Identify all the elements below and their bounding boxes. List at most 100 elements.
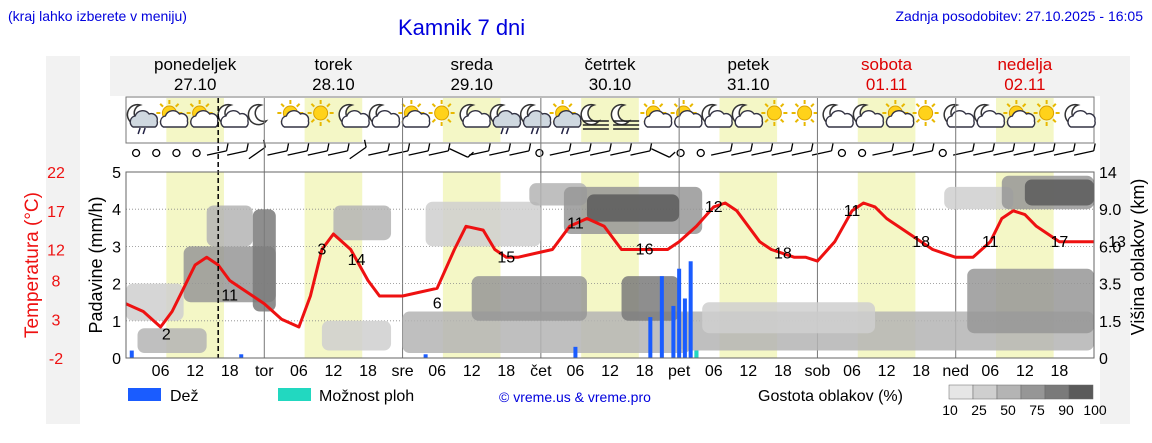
moon-cloud-icon: [217, 103, 249, 128]
day-date: 01.11: [866, 75, 907, 94]
temperature-label: 11: [982, 234, 999, 251]
cloud-band: [137, 328, 207, 354]
location-hint[interactable]: (kraj lahko izberete v meniju): [8, 8, 187, 24]
cloud-band: [321, 320, 392, 351]
right-frame: [1100, 56, 1130, 424]
moon-cloud-icon: [701, 103, 733, 128]
density-value: 10: [942, 402, 958, 418]
density-value: 100: [1083, 402, 1107, 418]
day-date: 27.10: [174, 75, 217, 94]
wind-barb-icon: [349, 139, 367, 160]
moon-fog-icon: [580, 103, 609, 130]
temperature-label: 11: [221, 288, 238, 305]
precip-bar: [659, 276, 664, 358]
precip-bar: [239, 354, 244, 358]
sun-icon: [1033, 100, 1060, 126]
hour-tick: 06: [567, 363, 585, 380]
hour-tick: 18: [221, 363, 239, 380]
hour-tick: 18: [497, 363, 515, 380]
sun-cloud-icon: [640, 100, 673, 128]
day-name: nedelja: [997, 55, 1052, 74]
calm-wind-icon: [172, 148, 181, 158]
cloud-band: [621, 276, 680, 321]
calm-wind-icon: [192, 148, 201, 158]
legend-rain-label: Dež: [170, 388, 198, 405]
density-value: 25: [971, 402, 987, 418]
density-swatch: [972, 384, 998, 400]
hour-tick: 06: [981, 363, 999, 380]
showers-bar: [694, 350, 699, 358]
left-frame: [46, 56, 80, 424]
hour-tick: 18: [1051, 363, 1069, 380]
temperature-tick: 3: [52, 312, 61, 329]
moon-icon: [247, 103, 269, 126]
calm-wind-icon: [857, 148, 867, 158]
hour-tick: 12: [878, 363, 896, 380]
cloud-band: [967, 268, 1094, 334]
density-value: 50: [1000, 402, 1016, 418]
temperature-label: 13: [1108, 234, 1126, 251]
day-date: 31.10: [727, 75, 770, 94]
temperature-axis-title: Temperatura (°C): [22, 192, 43, 338]
plot-border: [125, 171, 1095, 359]
precip-bar: [129, 350, 134, 358]
precip-bar: [677, 268, 682, 358]
day-date: 28.10: [312, 75, 355, 94]
day-name: sobota: [861, 55, 913, 74]
cloud-band: [586, 194, 680, 222]
temperature-label: 3: [317, 242, 326, 259]
temperature-label: 11: [844, 203, 861, 220]
density-legend: 10 25 50 75 90 100: [942, 384, 1107, 418]
sun-icon: [912, 100, 939, 126]
cloud-tick: 9.0: [1099, 202, 1121, 219]
wind-barb-icon: [307, 143, 330, 156]
wind-barb-icon: [368, 143, 390, 156]
credit-link[interactable]: © vreme.us & vreme.pro: [499, 389, 651, 405]
wind-barb-icon: [469, 143, 491, 156]
hour-tick: 12: [739, 363, 757, 380]
cloud-tick: 14: [1099, 165, 1117, 182]
hour-tick: 18: [636, 363, 654, 380]
wind-barb-icon: [872, 143, 895, 156]
wind-barb-icon: [327, 143, 350, 156]
cloud-tick: 0: [1099, 351, 1108, 368]
temperature-tick: 22: [47, 165, 65, 182]
moon-fog-icon: [610, 103, 640, 130]
temperature-label: 18: [774, 245, 792, 262]
calm-wind-icon: [676, 148, 685, 158]
precip-tick: 3: [112, 239, 121, 256]
last-updated: Zadnja posodobitev: 27.10.2025 - 16:05: [895, 8, 1143, 24]
precip-bar: [423, 354, 428, 358]
cloud-tick: 6.0: [1099, 239, 1121, 256]
cloud-band: [702, 302, 876, 334]
x-axis: 06 12 18 tor 06 12 18 sre 06 12 18 čet 06 12 18 pet 06 12…: [152, 363, 1069, 380]
precip-axis-title: Padavine (mm/h): [86, 196, 106, 333]
wind-barb-icon: [509, 143, 532, 156]
calm-wind-icon: [696, 148, 705, 158]
moon-cloud-icon: [459, 103, 491, 128]
temperature-label: 15: [497, 249, 515, 266]
cloud-axis-title: Višina oblakov (km): [1128, 179, 1148, 336]
precip-tick: 5: [112, 165, 121, 182]
weather-icons: [126, 98, 1096, 142]
wind-barb-icon: [731, 143, 753, 156]
wind-barb-icon: [751, 143, 774, 156]
temperature-label: 6: [433, 295, 442, 312]
calm-wind-icon: [152, 148, 161, 158]
density-swatch: [1044, 384, 1070, 400]
wind-barb-icon: [590, 143, 612, 156]
day-tick: pet: [668, 363, 691, 380]
hour-tick: 18: [912, 363, 930, 380]
cloud-tick: 3.5: [1099, 277, 1121, 294]
temperature-tick: 12: [47, 243, 65, 260]
wind-barb-icon: [1013, 143, 1036, 156]
density-swatch: [996, 384, 1022, 400]
density-legend-label: Gostota oblakov (%): [758, 388, 903, 405]
sun-cloud-icon: [1003, 100, 1036, 128]
hour-tick: 06: [152, 363, 170, 380]
precipitation-bars: [129, 261, 699, 358]
density-swatch: [1068, 384, 1094, 400]
wind-barb-icon: [771, 143, 794, 156]
wind-barb-icon: [791, 143, 814, 156]
day-tick: čet: [530, 363, 552, 380]
